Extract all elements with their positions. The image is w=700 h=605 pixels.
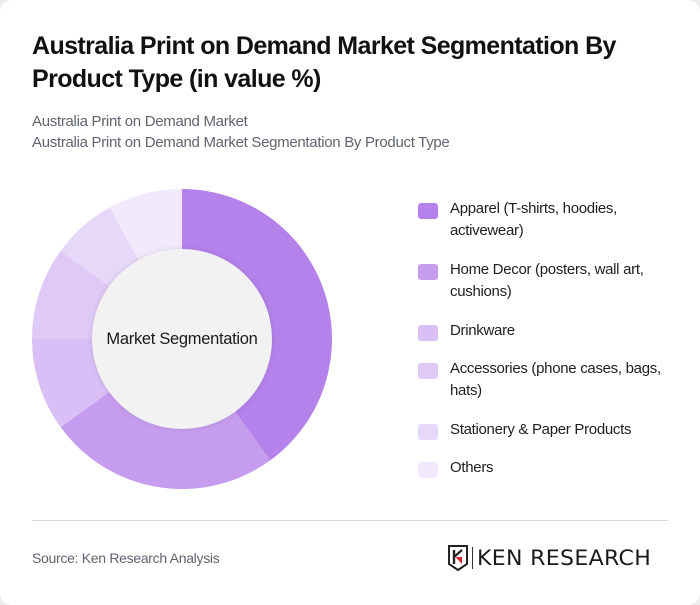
chart-title: Australia Print on Demand Market Segment… bbox=[32, 32, 616, 93]
footer-divider bbox=[32, 520, 668, 521]
legend-item-stationery[interactable]: Stationery & Paper Products bbox=[418, 419, 688, 441]
logo-wordmark: KEN RESEARCH bbox=[477, 546, 652, 570]
legend-item-drinkware[interactable]: Drinkware bbox=[418, 320, 688, 342]
legend-swatch-drinkware bbox=[418, 325, 438, 341]
legend-label-drinkware: Drinkware bbox=[450, 322, 515, 339]
donut-svg bbox=[32, 189, 332, 489]
donut-chart: Market Segmentation bbox=[31, 188, 333, 490]
legend-label-home-decor: Home Decor (posters, wall art, cushions) bbox=[450, 261, 644, 300]
legend-swatch-apparel bbox=[418, 203, 438, 219]
legend-swatch-home-decor bbox=[418, 264, 438, 280]
legend-label-apparel: Apparel (T-shirts, hoodies, activewear) bbox=[450, 200, 617, 239]
legend-item-others[interactable]: Others bbox=[418, 457, 688, 479]
chart-legend: Apparel (T-shirts, hoodies, activewear) … bbox=[418, 198, 688, 495]
legend-swatch-stationery bbox=[418, 424, 438, 440]
legend-item-apparel[interactable]: Apparel (T-shirts, hoodies, activewear) bbox=[418, 198, 688, 242]
chart-subtitle-market: Australia Print on Demand Market bbox=[32, 113, 248, 130]
donut-hole bbox=[92, 249, 272, 429]
source-note: Source: Ken Research Analysis bbox=[32, 550, 220, 566]
legend-swatch-others bbox=[418, 462, 438, 478]
legend-label-accessories: Accessories (phone cases, bags, hats) bbox=[450, 360, 661, 399]
chart-subtitle-segmentation: Australia Print on Demand Market Segment… bbox=[32, 134, 450, 151]
legend-item-accessories[interactable]: Accessories (phone cases, bags, hats) bbox=[418, 358, 688, 402]
legend-swatch-accessories bbox=[418, 363, 438, 379]
legend-label-stationery: Stationery & Paper Products bbox=[450, 421, 632, 438]
legend-label-others: Others bbox=[450, 459, 494, 476]
ken-research-shield-icon bbox=[448, 545, 468, 572]
legend-item-home-decor[interactable]: Home Decor (posters, wall art, cushions) bbox=[418, 259, 688, 303]
logo-separator bbox=[472, 547, 473, 569]
ken-research-logo: KEN RESEARCH bbox=[447, 543, 651, 573]
